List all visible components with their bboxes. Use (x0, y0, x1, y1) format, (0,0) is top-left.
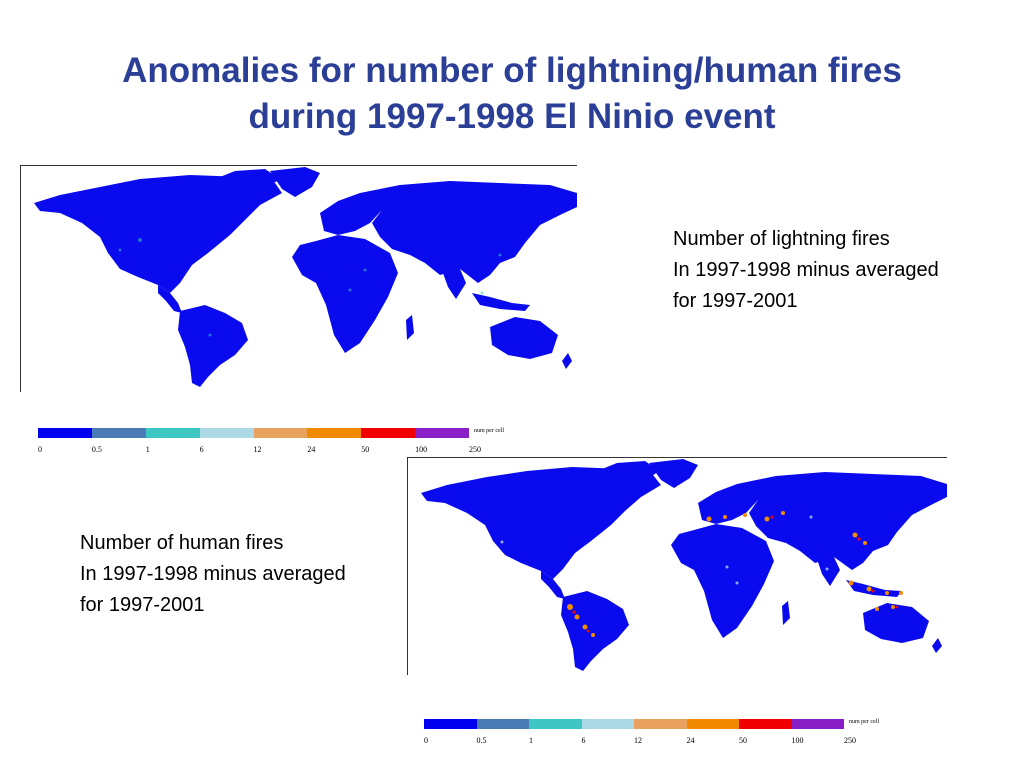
human-caption: Number of human fires In 1997-1998 minus… (80, 528, 346, 621)
legend-color-segment (581, 719, 634, 729)
legend-tick-label: 0.5 (91, 445, 102, 454)
map-frame-top (20, 165, 577, 166)
legend-color-segment (686, 719, 739, 729)
world-map-lightning (34, 167, 577, 387)
caption-line: for 1997-2001 (673, 290, 798, 312)
legend-tick-label: 24 (307, 445, 316, 454)
lightning-caption: Number of lightning fires In 1997-1998 m… (673, 224, 939, 317)
legend-tick-label: 0 (424, 736, 428, 745)
legend-tick-label: 1 (529, 736, 533, 745)
legend-tick-label: 12 (253, 445, 262, 454)
legend-color-segment (634, 719, 687, 729)
legend-color-segment (476, 719, 529, 729)
legend-color-segment (199, 428, 254, 438)
legend-tick-label: 0.5 (476, 736, 487, 745)
legend-tick-label: 6 (199, 445, 204, 454)
legend-color-segment (415, 428, 469, 438)
map-frame-left (407, 457, 408, 675)
world-map-human (421, 459, 947, 671)
legend-color-segment (361, 428, 416, 438)
title-line-2: during 1997-1998 El Ninio event (248, 97, 776, 136)
slide-title: Anomalies for number of lightning/human … (0, 48, 1024, 140)
human-fires-map (407, 457, 947, 675)
legend-color-segment (145, 428, 200, 438)
legend-color-segment (529, 719, 582, 729)
legend-color-segment (307, 428, 362, 438)
human-color-legend: num per cell 0 0.5 1 6 12 24 50 100 250 (424, 719, 894, 749)
caption-line: Number of lightning fires (673, 228, 890, 250)
caption-line: Number of human fires (80, 532, 284, 554)
legend-tick-label: 24 (686, 736, 695, 745)
legend-color-segment (424, 719, 477, 729)
lightning-color-legend: num per cell 0 0.5 1 6 12 24 50 100 250 (38, 428, 508, 458)
caption-line: In 1997-1998 minus averaged (673, 259, 939, 281)
legend-tick-label: 50 (361, 445, 370, 454)
legend-tick-label: 100 (415, 445, 428, 454)
legend-tick-label: 250 (469, 445, 481, 454)
legend-color-segment (791, 719, 844, 729)
legend-tick-label: 100 (791, 736, 804, 745)
caption-line: In 1997-1998 minus averaged (80, 563, 346, 585)
legend-color-segment (253, 428, 308, 438)
legend-tick-label: 250 (844, 736, 856, 745)
legend-unit: num per cell (474, 428, 504, 434)
legend-color-segment (739, 719, 792, 729)
map-frame-left (20, 165, 21, 392)
hotspot-layer (500, 511, 903, 637)
legend-tick-label: 12 (634, 736, 642, 745)
legend-color-segment (38, 428, 92, 438)
legend-unit: num per cell (849, 719, 879, 725)
legend-tick-label: 50 (739, 736, 747, 745)
caption-line: for 1997-2001 (80, 594, 205, 616)
legend-tick-label: 0 (38, 445, 42, 454)
legend-tick-label: 6 (581, 736, 586, 745)
lightning-fires-map (20, 165, 577, 392)
legend-color-bar (424, 719, 844, 729)
map-frame-top (407, 457, 947, 458)
legend-color-segment (91, 428, 146, 438)
legend-tick-label: 1 (145, 445, 150, 454)
title-line-1: Anomalies for number of lightning/human … (122, 51, 902, 90)
legend-color-bar (38, 428, 469, 438)
